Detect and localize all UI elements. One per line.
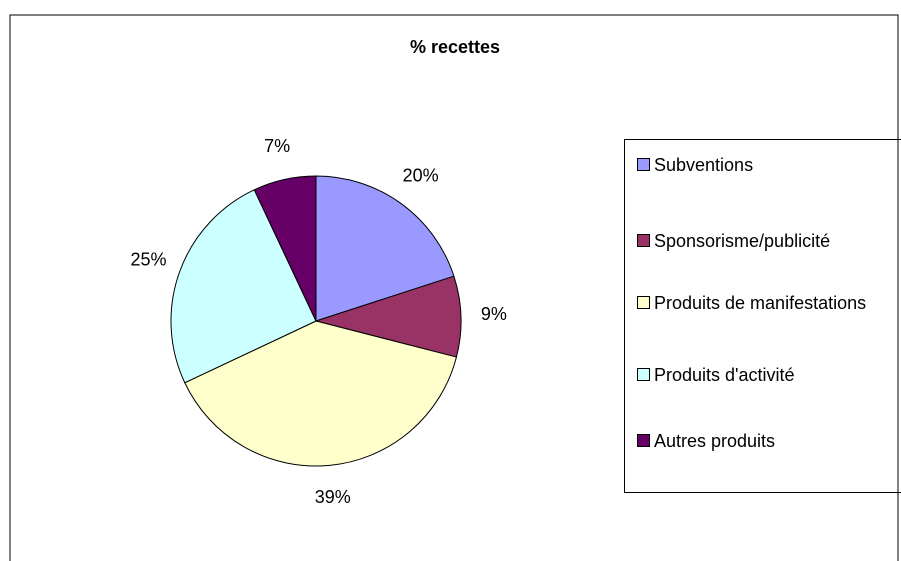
legend-swatch [637, 368, 650, 381]
data-label: 25% [131, 249, 167, 269]
legend-label: Sponsorisme/publicité [654, 231, 831, 251]
data-label: 20% [403, 166, 439, 186]
data-label: 9% [481, 304, 507, 324]
legend-swatch [637, 296, 650, 309]
legend-entry: Produits de manifestations [637, 290, 899, 316]
pie-slice [314, 275, 462, 358]
chart-frame [9, 14, 899, 561]
legend-label: Produits de manifestations [654, 293, 867, 313]
legend-entry: Subventions [637, 152, 899, 178]
legend-entry: Sponsorisme/publicité [637, 228, 899, 254]
legend-entry: Produits d'activité [637, 362, 899, 388]
chart-title: % recettes [410, 37, 500, 57]
pie-slice [170, 189, 317, 384]
data-label: 39% [315, 487, 351, 507]
data-label: 7% [264, 136, 290, 156]
legend-label: Autres produits [654, 431, 776, 451]
pie-slice [315, 175, 455, 322]
legend-label: Subventions [654, 155, 754, 175]
pie-slice [253, 175, 317, 322]
pie-slice [184, 320, 458, 467]
legend-swatch [637, 434, 650, 447]
legend: Subventions Sponsorisme/publicité Produits… [624, 139, 901, 493]
legend-swatch [637, 158, 650, 171]
legend-entry: Autres produits [637, 428, 899, 454]
legend-label: Produits d'activité [654, 365, 795, 385]
legend-swatch [637, 234, 650, 247]
